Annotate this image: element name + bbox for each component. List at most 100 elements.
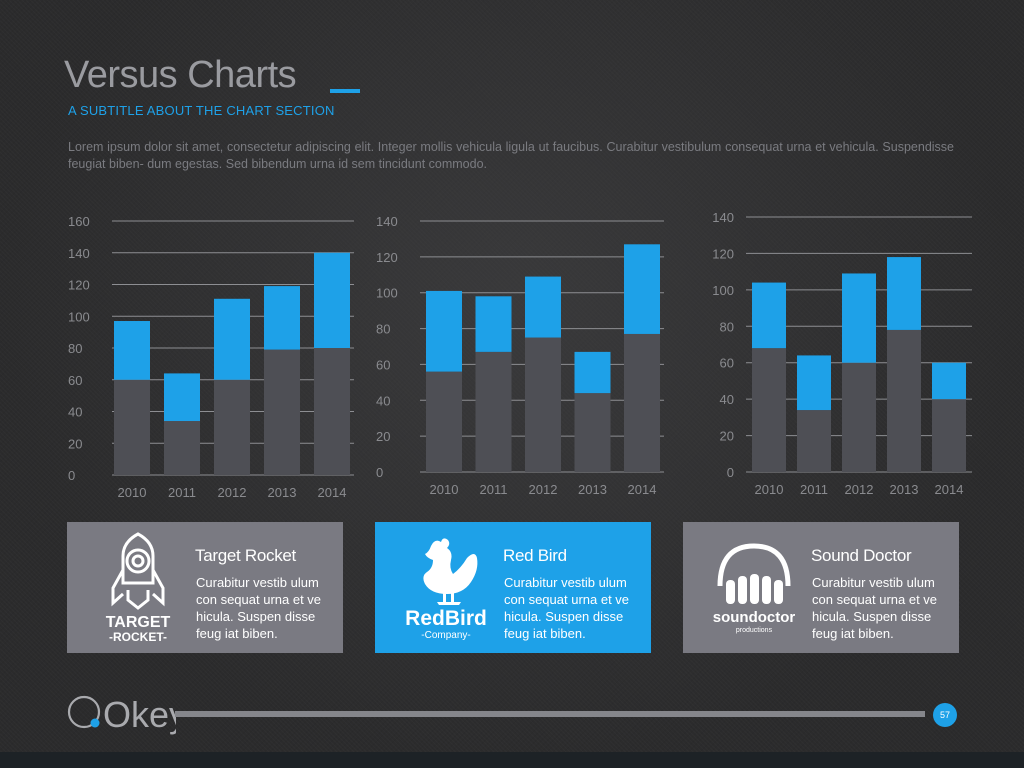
title-accent-bar	[330, 89, 360, 93]
chart-3-svg: 0 20 40 60 80 100 120 140 2010 2011 2012 2013 2014	[712, 210, 972, 497]
target-rocket-logo-line2: -ROCKET-	[109, 630, 167, 644]
bar-segment-top	[214, 298, 250, 380]
logo-text: Okey	[103, 694, 176, 735]
y-tick-label: 20	[68, 436, 82, 451]
y-tick-label: 100	[68, 309, 90, 324]
x-tick-label: 2013	[268, 485, 297, 500]
chart-1: 0 20 40 60 80 100 120 140 160 2010 2011 2012 2013 201…	[64, 205, 364, 500]
bar-segment-top	[314, 252, 350, 348]
red-bird-logo-line1: RedBird	[405, 607, 487, 630]
x-tick-label: 2010	[755, 482, 784, 497]
x-tick-label: 2014	[318, 485, 347, 500]
bar-segment-top	[264, 286, 300, 350]
y-tick-label: 40	[720, 392, 734, 407]
x-tick-label: 2011	[168, 485, 196, 500]
bar-segment-top	[752, 282, 786, 349]
chart-2: 0 20 40 60 80 100 120 140 2010 2011 2012 2013 2014	[372, 205, 672, 500]
bar-segment-base	[475, 351, 512, 472]
card-red-bird[interactable]: RedBird -Company- Red Bird Curabitur ves…	[375, 522, 651, 653]
bar-segment-base	[887, 329, 921, 472]
bar-segment-base	[426, 371, 462, 472]
bar-segment-top	[797, 355, 831, 411]
card-text: Curabitur vestib ulum con sequat urna et…	[812, 575, 938, 641]
card-target-rocket[interactable]: TARGET -ROCKET- Target Rocket Curabitur …	[67, 522, 343, 653]
card-text: Curabitur vestib ulum con sequat urna et…	[196, 575, 322, 641]
x-tick-label: 2014	[628, 482, 657, 497]
y-tick-label: 100	[376, 286, 398, 301]
bar-segment-top	[475, 296, 512, 352]
y-tick-label: 0	[68, 468, 75, 483]
x-tick-label: 2013	[890, 482, 919, 497]
sound-doctor-logo-line2: productions	[736, 627, 773, 634]
bar-segment-base	[752, 348, 786, 472]
x-tick-label: 2011	[480, 482, 508, 497]
y-tick-label: 160	[68, 214, 90, 229]
headphones-icon: soundoctor productions	[713, 543, 796, 634]
red-bird-logo-line2: -Company-	[421, 630, 470, 641]
x-tick-label: 2012	[845, 482, 874, 497]
logo-o-ring	[67, 695, 101, 729]
x-tick-label: 2012	[218, 485, 247, 500]
bar-segment-top	[932, 362, 966, 400]
y-tick-label: 120	[376, 250, 398, 265]
bar-segment-base	[214, 379, 250, 475]
sound-doctor-logo-line1: soundoctor	[713, 609, 796, 626]
chart-2-svg: 0 20 40 60 80 100 120 140 2010 2011 2012 2013 2014	[376, 214, 664, 497]
y-tick-label: 80	[68, 341, 82, 356]
y-tick-label: 100	[712, 283, 734, 298]
chart-1-svg: 0 20 40 60 80 100 120 140 160 2010 2011 2012 2013 201…	[68, 214, 354, 500]
y-tick-label: 80	[376, 322, 390, 337]
y-tick-label: 60	[376, 357, 390, 372]
page-title: Versus Charts	[64, 54, 297, 96]
bar-segment-top	[842, 273, 876, 363]
bar-segment-base	[797, 410, 831, 472]
card-title: Red Bird	[503, 546, 567, 565]
x-tick-label: 2010	[430, 482, 459, 497]
rocket-icon: TARGET -ROCKET-	[106, 532, 171, 644]
target-rocket-logo-line1: TARGET	[106, 614, 171, 631]
x-tick-label: 2013	[578, 482, 607, 497]
bar-segment-base	[164, 421, 200, 475]
bar-segment-top	[574, 351, 611, 394]
y-tick-label: 20	[376, 429, 390, 444]
y-tick-label: 20	[720, 429, 734, 444]
y-tick-label: 120	[68, 278, 90, 293]
bar-segment-base	[314, 348, 350, 475]
y-tick-label: 140	[68, 246, 90, 261]
sound-doctor-logo: soundoctor productions	[699, 528, 809, 646]
card-sound-doctor[interactable]: soundoctor productions Sound Doctor Cura…	[683, 522, 959, 653]
x-tick-label: 2011	[800, 482, 828, 497]
bar-segment-base	[842, 362, 876, 472]
y-tick-label: 40	[68, 405, 82, 420]
chart-3: 0 20 40 60 80 100 120 140 2010 2011 2012 2013 2014	[672, 205, 972, 500]
x-tick-label: 2014	[935, 482, 964, 497]
bottom-band	[0, 752, 1024, 768]
y-tick-label: 60	[68, 373, 82, 388]
bar-segment-top	[114, 321, 150, 380]
page-number: 57	[933, 703, 957, 727]
bar-segment-base	[624, 333, 660, 472]
x-tick-label: 2012	[529, 482, 558, 497]
page-subtitle: A SUBTITLE ABOUT THE CHART SECTION	[68, 103, 335, 118]
red-bird-logo: RedBird -Company-	[391, 528, 501, 646]
bar-segment-top	[525, 276, 561, 338]
y-tick-label: 80	[720, 319, 734, 334]
bar-segment-base	[264, 349, 300, 475]
target-rocket-logo: TARGET -ROCKET-	[83, 528, 193, 646]
y-tick-label: 140	[712, 210, 734, 225]
y-tick-label: 140	[376, 214, 398, 229]
card-text: Curabitur vestib ulum con sequat urna et…	[504, 575, 630, 641]
y-tick-label: 0	[376, 465, 383, 480]
y-tick-label: 60	[720, 356, 734, 371]
card-title: Sound Doctor	[811, 546, 912, 565]
x-tick-label: 2010	[118, 485, 147, 500]
bar-segment-base	[525, 337, 561, 472]
footer-divider	[175, 711, 925, 717]
bar-segment-base	[932, 399, 966, 472]
bar-segment-top	[426, 290, 462, 372]
bar-segment-base	[574, 393, 611, 472]
y-tick-label: 0	[727, 465, 734, 480]
bar-segment-top	[887, 257, 921, 330]
bar-segment-top	[164, 373, 200, 422]
bar-segment-base	[114, 379, 150, 475]
